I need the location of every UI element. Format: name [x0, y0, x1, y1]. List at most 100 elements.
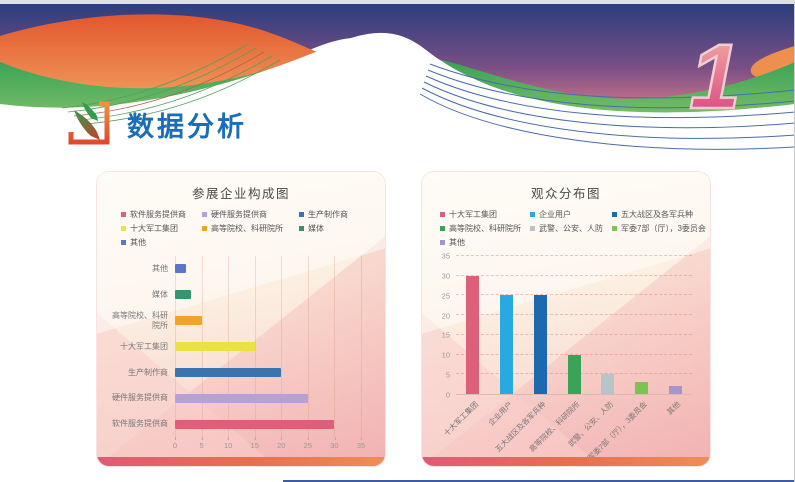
exhibitor-chart-card: 参展企业构成图 软件服务提供商 硬件服务提供商 生产制作商 十大军工集团 高等院校、科研…: [97, 172, 385, 466]
legend-swatch: [202, 212, 207, 217]
category-axis: 其他 媒体 高等院校、科研院所 十大军工集团 生产制作商 硬件服务提供商 软件服务提供商: [109, 256, 175, 437]
bar-slot: [490, 256, 524, 394]
gridline: [254, 256, 256, 437]
legend-item: 生产制作商: [299, 209, 348, 220]
legend-label: 媒体: [308, 224, 324, 233]
axis-tick-label: 5: [445, 370, 450, 380]
chart-body: 其他 媒体 高等院校、科研院所 十大军工集团 生产制作商 硬件服务提供商 软件服务提供商 0…: [109, 256, 373, 453]
category-label-cell: 军委7部（厅），3委员会: [586, 395, 659, 463]
legend-label: 其他: [449, 238, 465, 247]
axis-tick-label: 0: [172, 437, 178, 450]
legend-swatch: [612, 212, 617, 217]
legend-swatch: [121, 240, 126, 245]
bar: [175, 316, 202, 326]
legend-item: 十大军工集团: [440, 209, 521, 220]
bar: [175, 264, 186, 274]
curve-lines-left: [61, 43, 281, 125]
axis-tick-label: 20: [441, 311, 450, 321]
category-label: 其他: [665, 399, 683, 417]
legend-swatch: [299, 226, 304, 231]
bar: [567, 354, 581, 394]
axis-tick-label: 35: [441, 251, 450, 261]
chart-title: 参展企业构成图: [191, 187, 290, 201]
small-arrow-shape: [82, 102, 98, 121]
gridline: [456, 353, 692, 355]
audience-chart: 观众分布图 十大军工集团 企业用户 五大战区及各军兵种 高等院校、科研院所 武警、公安、…: [422, 172, 710, 466]
legend-swatch: [202, 226, 207, 231]
bar: [601, 374, 615, 394]
legend-label: 其他: [130, 238, 146, 247]
category-axis: 十大军工集团 企业用户 五大战区及各军兵种 高等院校、科研院所 武警、公安、人防 军委7部…: [442, 395, 692, 463]
legend-swatch: [440, 240, 445, 245]
gridline: [307, 256, 309, 437]
gridline: [361, 256, 362, 437]
legend-item: 媒体: [299, 223, 348, 234]
exhibitor-chart: 参展企业构成图 软件服务提供商 硬件服务提供商 生产制作商 十大军工集团 高等院校、科研…: [97, 172, 385, 466]
chart-body: 0 5 10 15 20 25 30 35 十大军工集团 企业用户 五大战区及各军兵种 高等院校、科…: [434, 252, 698, 463]
axis-tick-label: 35: [356, 437, 366, 450]
chart-title: 观众分布图: [530, 187, 601, 201]
legend-swatch: [121, 212, 126, 217]
gridline: [456, 314, 692, 316]
bar-row: [175, 385, 361, 411]
section-number-figure: 1: [688, 25, 742, 124]
category-label: 生产制作商: [128, 367, 168, 377]
bars: [175, 256, 361, 437]
plot-row: 其他 媒体 高等院校、科研院所 十大军工集团 生产制作商 硬件服务提供商 软件服务提供商: [109, 256, 373, 437]
bar-slot: [658, 256, 692, 394]
legend-label: 企业用户: [539, 210, 571, 219]
bar-slot: [523, 256, 557, 394]
bar: [175, 290, 191, 300]
legend-item: 军委7部（厅），3委员会: [612, 223, 706, 234]
axis-tick-label: 20: [277, 437, 286, 450]
legend-swatch: [299, 212, 304, 217]
bars: [456, 256, 692, 394]
axis-tick-label: 10: [223, 437, 233, 450]
category-label: 其他: [152, 264, 168, 274]
legend-item: 高等院校、科研院所: [440, 223, 521, 234]
bar: [668, 386, 682, 394]
legend-item: 其他: [440, 237, 521, 248]
axis-spacer: [109, 437, 175, 453]
curve-lines-right: [419, 63, 794, 150]
legend-swatch: [440, 212, 445, 217]
bar-slot: [557, 256, 591, 394]
bar-slot: [456, 256, 490, 394]
bar-row: [175, 359, 361, 385]
axis-tick-label: 5: [199, 437, 204, 450]
gridline: [456, 255, 692, 256]
legend-item: 武警、公安、人防: [530, 223, 603, 234]
bar: [500, 295, 514, 394]
legend-swatch: [530, 212, 535, 217]
bar-row: [175, 411, 361, 437]
legend-item: 其他: [121, 237, 186, 248]
bar: [533, 295, 547, 394]
legend-swatch: [440, 226, 445, 231]
gridline: [281, 256, 283, 437]
bar-row: [175, 256, 361, 282]
data-analysis-icon: [68, 101, 110, 145]
page-title: 数据分析: [127, 111, 247, 142]
legend-label: 软件服务提供商: [130, 210, 186, 219]
legend-label: 生产制作商: [308, 210, 348, 219]
legend-label: 高等院校、科研院所: [449, 224, 521, 233]
page-header: 数据分析: [66, 100, 247, 148]
legend-label: 十大军工集团: [130, 224, 178, 233]
legend-item: 五大战区及各军兵种: [612, 209, 706, 220]
gridline: [456, 333, 692, 335]
legend-label: 高等院校、科研院所: [211, 224, 283, 233]
gridline: [456, 294, 692, 296]
plot-area: [456, 255, 692, 395]
bar: [466, 275, 480, 394]
legend-item: 硬件服务提供商: [202, 209, 283, 220]
bar-row: [175, 282, 361, 308]
category-label: 企业用户: [486, 399, 514, 428]
category-label: 高等院校、科研院所: [112, 311, 168, 330]
bar-row: [175, 308, 361, 334]
bottom-rule: [283, 480, 794, 482]
axis-tick-label: 10: [441, 350, 450, 360]
axis-tick-label: 25: [303, 437, 313, 450]
section-number: 1: [689, 26, 740, 124]
banner-decoration: 1: [0, 4, 794, 169]
